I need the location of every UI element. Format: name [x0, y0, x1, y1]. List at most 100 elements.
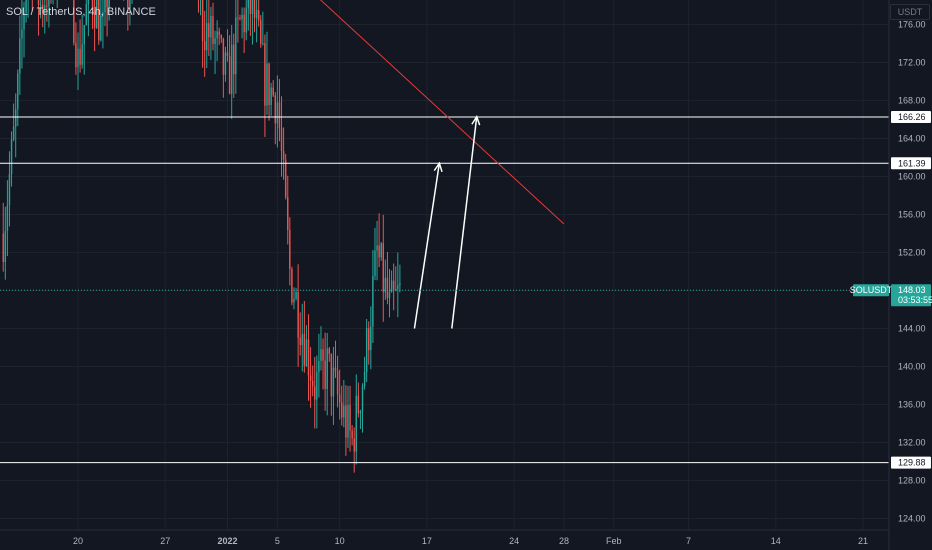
- candle-body: [307, 339, 310, 376]
- level-tag-label: 129.88: [898, 458, 926, 468]
- candle-body: [237, 17, 239, 19]
- candle-body: [44, 5, 46, 14]
- candle-body: [10, 139, 13, 175]
- candle-body: [93, 10, 96, 28]
- arrow-head: [471, 114, 481, 126]
- candle-body: [316, 372, 318, 400]
- grid-lines: [0, 0, 889, 530]
- time-tick-label: 10: [335, 536, 345, 546]
- price-tick-label: 124.00: [898, 514, 926, 524]
- candle-body: [270, 87, 272, 106]
- candle-body: [212, 15, 214, 45]
- candle-body: [274, 95, 277, 124]
- candle-body: [278, 102, 281, 129]
- candle-body: [341, 402, 343, 418]
- candle-body: [280, 128, 283, 152]
- candle-body: [235, 17, 237, 75]
- candle-body: [351, 430, 353, 439]
- candle-body: [39, 4, 42, 6]
- candle-body: [355, 395, 358, 452]
- candle-body: [372, 276, 374, 327]
- candle-body: [230, 44, 233, 94]
- currency-badge[interactable]: USDT: [890, 4, 930, 20]
- candle-body: [73, 0, 75, 43]
- level-tag-label: 161.39: [898, 158, 926, 168]
- level-tag-background: [891, 157, 931, 170]
- candle-body: [374, 250, 376, 277]
- candle-body: [297, 292, 299, 338]
- candle-body: [23, 12, 25, 30]
- candle-body: [241, 14, 243, 19]
- candle-body: [282, 151, 285, 160]
- time-tick-label: 2022: [218, 536, 238, 546]
- candle-body: [291, 268, 293, 303]
- candle-body: [345, 405, 347, 438]
- candle-body: [303, 334, 306, 366]
- candle-body: [247, 0, 250, 8]
- candle-body: [233, 44, 235, 75]
- candle-body: [314, 386, 316, 400]
- candle-body: [386, 277, 389, 299]
- candle-body: [324, 360, 326, 389]
- candle-body: [81, 44, 83, 65]
- symbol-title[interactable]: SOL / TetherUS, 4h, BINANCE: [6, 6, 156, 18]
- time-tick-label: 5: [275, 536, 280, 546]
- candle-body: [226, 52, 229, 57]
- candle-body: [100, 15, 102, 41]
- candle-body: [98, 0, 100, 41]
- candle-body: [262, 43, 264, 45]
- candle-body: [206, 23, 208, 51]
- candle-body: [384, 277, 387, 292]
- candle-body: [222, 38, 225, 75]
- candle-body: [95, 0, 98, 28]
- candle-body: [203, 41, 206, 51]
- candle-body: [266, 63, 268, 106]
- horizontal-levels[interactable]: [0, 116, 889, 464]
- arrow-shaft: [413, 163, 441, 329]
- last-price-value: 148.03: [898, 285, 926, 295]
- candle-body: [253, 0, 256, 19]
- candle-body: [17, 73, 19, 110]
- time-axis[interactable]: 20 27 2022 5 10 17 24 28 Feb 7 14 21: [73, 536, 868, 546]
- candle-body: [301, 334, 304, 345]
- candle-body: [224, 52, 227, 75]
- candle-body: [210, 15, 212, 38]
- price-tick-label: 168.00: [898, 96, 926, 106]
- price-tick-label: 172.00: [898, 58, 926, 68]
- arrow-head: [433, 161, 443, 173]
- candle-body: [397, 285, 399, 290]
- level-tag-label: 166.26: [898, 112, 926, 122]
- candle-body: [382, 243, 385, 292]
- candle-body: [214, 38, 216, 45]
- candle-body: [83, 25, 85, 45]
- arrow-shaft: [451, 116, 478, 329]
- candle-body: [218, 31, 220, 35]
- price-axis[interactable]: 124.00 128.00 132.00 136.00 140.00 144.00 148.…: [898, 0, 926, 524]
- candle-body: [208, 23, 210, 38]
- candle-body: [287, 197, 289, 231]
- projection-arrows[interactable]: [413, 114, 481, 329]
- candle-body: [75, 42, 77, 68]
- candle-body: [395, 289, 397, 291]
- symbol-tag-background: [853, 284, 889, 297]
- candle-body: [311, 380, 314, 387]
- price-tick-label: 144.00: [898, 324, 926, 334]
- candle-body: [228, 56, 231, 94]
- candle-body: [309, 375, 312, 381]
- candle-body: [299, 337, 301, 345]
- candle-body: [41, 4, 44, 14]
- candle-body: [14, 109, 17, 127]
- candle-body: [320, 349, 322, 361]
- candle-body: [359, 411, 362, 414]
- trendline[interactable]: [0, 0, 565, 225]
- time-tick-label: 14: [771, 536, 781, 546]
- candle-body: [272, 87, 274, 96]
- candle-body: [336, 371, 339, 395]
- candle-body: [8, 174, 11, 206]
- candle-body: [264, 43, 266, 106]
- price-tick-label: 140.00: [898, 362, 926, 372]
- candle-body: [284, 159, 287, 198]
- candle-body: [48, 0, 50, 7]
